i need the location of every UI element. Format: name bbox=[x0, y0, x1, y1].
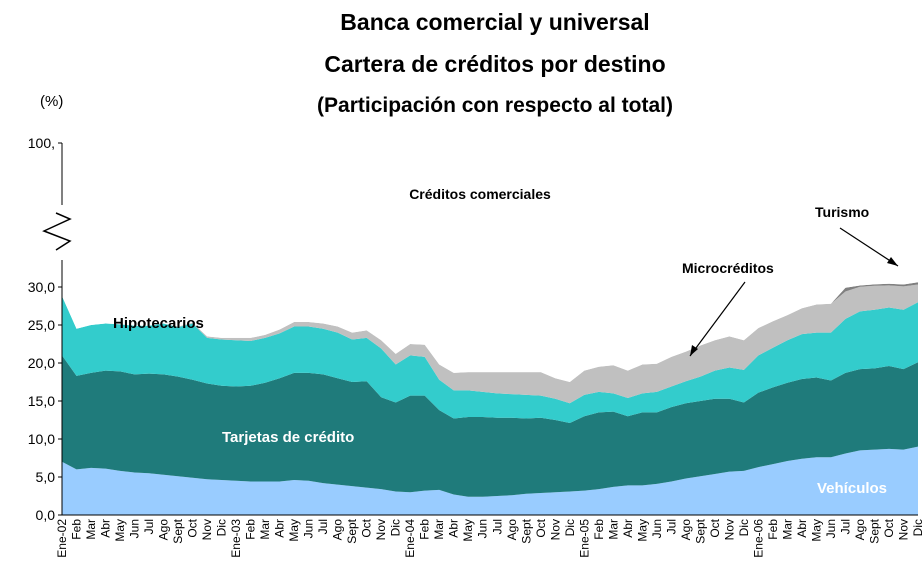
x-tick-label: Ago bbox=[331, 519, 345, 541]
x-tick-label: Sept bbox=[519, 518, 533, 543]
x-tick-label: Sept bbox=[867, 518, 881, 543]
x-tick-label: Sept bbox=[171, 518, 185, 543]
labels: Créditos comerciales Hipotecarios Tarjet… bbox=[113, 186, 899, 497]
x-tick-label: Mar bbox=[606, 519, 620, 540]
x-tick-label: May bbox=[287, 519, 301, 542]
x-tick-label: Ago bbox=[853, 519, 867, 541]
x-tick-label: Jun bbox=[302, 519, 316, 538]
series-label: Microcréditos bbox=[682, 260, 774, 276]
x-tick-label: Ene-05 bbox=[577, 519, 591, 558]
y-tick-label: 30,0 bbox=[28, 279, 55, 295]
y-tick-label: 25,0 bbox=[28, 317, 55, 333]
x-tick-label: Ago bbox=[505, 519, 519, 541]
x-tick-label: May bbox=[635, 519, 649, 542]
series-label: Turismo bbox=[815, 204, 869, 220]
series-label: Créditos comerciales bbox=[409, 186, 551, 202]
x-tick-label: Ene-02 bbox=[55, 519, 69, 558]
y-tick-label: 100, bbox=[28, 135, 55, 151]
x-tick-label: Oct bbox=[186, 518, 200, 537]
y-tick-label: 15,0 bbox=[28, 393, 55, 409]
x-tick-label: Sept bbox=[693, 518, 707, 543]
area bbox=[62, 446, 918, 515]
series-label: Hipotecarios bbox=[113, 315, 204, 332]
x-tick-label: Feb bbox=[418, 519, 432, 540]
x-tick-label: Dic bbox=[389, 519, 403, 536]
x-tick-label: Nov bbox=[722, 519, 736, 540]
series-label: Tarjetas de crédito bbox=[222, 429, 354, 446]
x-tick-label: Oct bbox=[534, 518, 548, 537]
x-tick-label: Mar bbox=[84, 519, 98, 540]
y-tick-label: 5,0 bbox=[36, 469, 56, 485]
y-tick-label: 20,0 bbox=[28, 355, 55, 371]
x-tick-label: Jul bbox=[838, 519, 852, 534]
x-tick-label: Feb bbox=[244, 519, 258, 540]
x-tick-label: Jun bbox=[650, 519, 664, 538]
x-tick-label: Ene-03 bbox=[229, 519, 243, 558]
area bbox=[62, 355, 918, 497]
x-tick-label: Nov bbox=[374, 519, 388, 540]
x-tick-label: Jul bbox=[490, 519, 504, 534]
x-tick-label: Ene-06 bbox=[751, 519, 765, 558]
x-tick-label: Abr bbox=[447, 519, 461, 538]
x-tick-label: Nov bbox=[548, 519, 562, 540]
x-tick-label: Ago bbox=[157, 519, 171, 541]
x-tick-label: Abr bbox=[99, 519, 113, 538]
arrowhead bbox=[887, 257, 898, 266]
x-tick-label: Oct bbox=[360, 518, 374, 537]
x-tick-label: Sept bbox=[345, 518, 359, 543]
x-tick-label: Jun bbox=[824, 519, 838, 538]
arrow bbox=[689, 281, 746, 357]
arrow bbox=[839, 227, 899, 267]
x-tick-label: Feb bbox=[70, 519, 84, 540]
y-tick-label: 0,0 bbox=[36, 507, 56, 523]
y-axis-label: (%) bbox=[40, 93, 63, 110]
x-tick-label: May bbox=[809, 519, 823, 542]
arrowhead bbox=[690, 345, 698, 356]
x-tick-label: Nov bbox=[896, 519, 910, 540]
x-tick-label: Abr bbox=[273, 519, 287, 538]
area bbox=[62, 284, 918, 404]
x-tick-label: Feb bbox=[592, 519, 606, 540]
x-tick-label: Oct bbox=[708, 518, 722, 537]
x-tick-label: Mar bbox=[432, 519, 446, 540]
x-tick-label: Dic bbox=[215, 519, 229, 536]
x-tick-label: Dic bbox=[563, 519, 577, 536]
series-label: Vehículos bbox=[817, 480, 887, 497]
x-tick-label: Mar bbox=[258, 519, 272, 540]
x-tick-label: Abr bbox=[621, 519, 635, 538]
x-tick-label: May bbox=[461, 519, 475, 542]
x-tick-label: Nov bbox=[200, 519, 214, 540]
y-tick-label: 10,0 bbox=[28, 431, 55, 447]
axis-break bbox=[42, 212, 72, 251]
x-tick-label: Abr bbox=[795, 519, 809, 538]
x-tick-label: Feb bbox=[766, 519, 780, 540]
chart-title: Banca comercial y universal bbox=[340, 9, 649, 35]
chart-title: Cartera de créditos por destino bbox=[324, 51, 665, 77]
x-tick-label: Jul bbox=[664, 519, 678, 534]
x-tick-label: Ene-04 bbox=[403, 519, 417, 558]
x-tick-label: Jun bbox=[128, 519, 142, 538]
x-tick-label: Dic bbox=[737, 519, 751, 536]
x-tick-label: Jul bbox=[142, 519, 156, 534]
areas bbox=[62, 143, 918, 515]
x-tick-label: May bbox=[113, 519, 127, 542]
x-tick-label: Dic bbox=[911, 519, 924, 536]
chart-subtitle: (Participación con respecto al total) bbox=[317, 94, 673, 117]
x-tick-label: Oct bbox=[882, 518, 896, 537]
area bbox=[62, 296, 918, 424]
x-tick-label: Ago bbox=[679, 519, 693, 541]
area bbox=[62, 143, 918, 382]
x-tick-label: Jul bbox=[316, 519, 330, 534]
x-tick-label: Mar bbox=[780, 519, 794, 540]
x-tick-label: Jun bbox=[476, 519, 490, 538]
